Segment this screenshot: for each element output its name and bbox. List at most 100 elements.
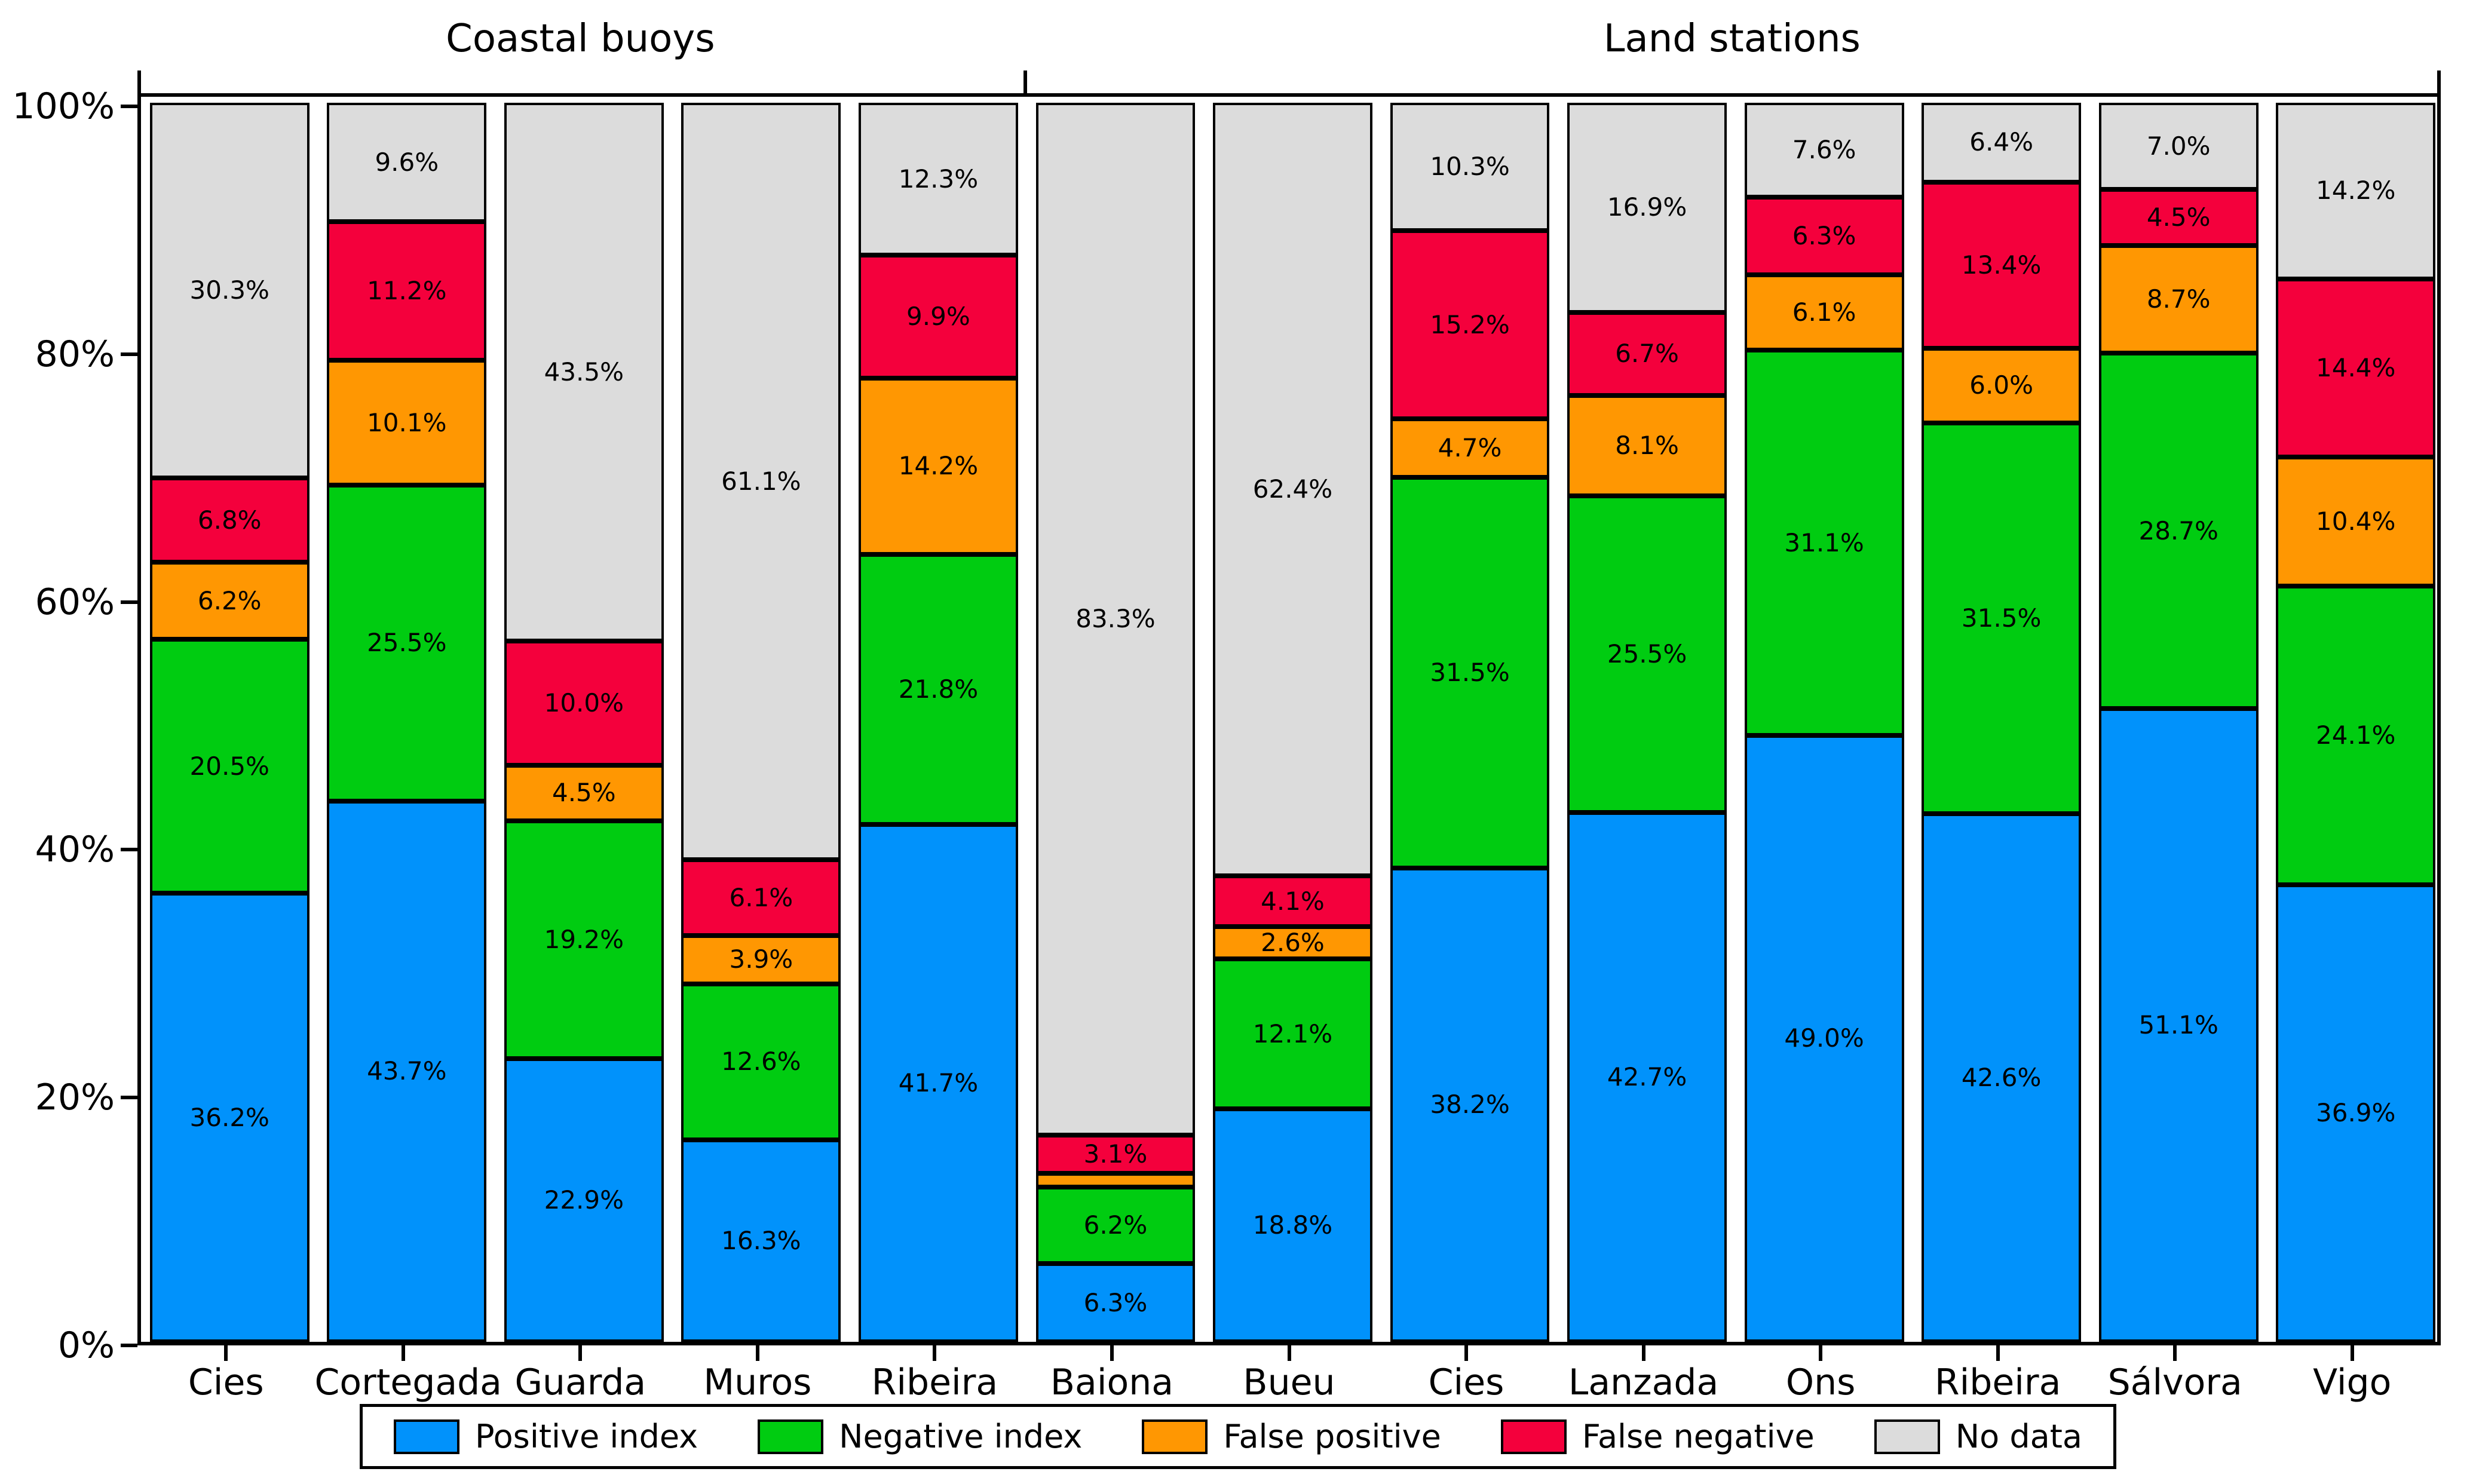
segment-negative-index: 12.6% [681, 983, 841, 1140]
segment-positive-index: 6.3% [1035, 1264, 1196, 1342]
segment-no-data: 9.6% [327, 103, 487, 222]
segment-value-label: 38.2% [1430, 1090, 1510, 1120]
segment-value-label: 14.2% [898, 451, 979, 481]
segment-false-positive: 8.1% [1567, 395, 1727, 496]
y-tick-mark [121, 848, 137, 852]
segment-false-negative: 13.4% [1922, 182, 2082, 349]
segment-value-label: 12.1% [1252, 1019, 1333, 1048]
segment-value-label: 8.7% [2146, 284, 2211, 314]
segment-no-data: 30.3% [149, 103, 310, 479]
legend-swatch-positive-index [394, 1419, 460, 1454]
segment-value-label: 43.5% [544, 357, 624, 387]
group-label-coastal-buoys: Coastal buoys [446, 17, 715, 61]
segment-positive-index: 51.1% [2098, 709, 2259, 1342]
segment-negative-index: 24.1% [2276, 585, 2436, 885]
segment-value-label: 16.9% [1607, 192, 1687, 222]
segment-positive-index: 18.8% [1213, 1109, 1372, 1342]
segment-positive-index: 16.3% [681, 1139, 841, 1342]
segment-positive-index: 49.0% [1744, 735, 1904, 1342]
bars-region: 36.2% 20.5% 6.2% 6.8% 30.3% 43.7% 25.5% 10.1% 11… [141, 103, 2437, 1342]
segment-value-label: 4.5% [551, 778, 616, 808]
segment-false-negative: 4.5% [2098, 189, 2259, 246]
segment-value-label: 6.7% [1615, 339, 1679, 369]
segment-false-positive: 4.5% [504, 765, 664, 821]
bar-lanzada: 42.7% 25.5% 8.1% 6.7% 16.9% [1567, 103, 1727, 1342]
bar-ons: 49.0% 31.1% 6.1% 6.3% 7.6% [1744, 103, 1904, 1342]
segment-false-positive: 6.2% [149, 562, 310, 640]
x-tick-label-s-lvora: Sálvora [2107, 1362, 2242, 1403]
plot-area: 36.2% 20.5% 6.2% 6.8% 30.3% 43.7% 25.5% 10.1% 11… [137, 93, 2441, 1345]
bar-cortegada: 43.7% 25.5% 10.1% 11.2% 9.6% [327, 103, 487, 1342]
x-tick-mark [1641, 1345, 1645, 1361]
segment-positive-index: 22.9% [504, 1058, 664, 1342]
segment-value-label: 2.6% [1261, 928, 1325, 958]
y-tick-label: 80% [35, 333, 115, 375]
segment-value-label: 61.1% [721, 466, 801, 496]
segment-value-label: 18.8% [1252, 1210, 1333, 1240]
segment-false-positive: 6.0% [1922, 348, 2082, 423]
legend-label: No data [1955, 1418, 2082, 1455]
segment-negative-index: 25.5% [327, 485, 487, 801]
segment-no-data: 16.9% [1567, 103, 1727, 312]
x-tick-label-vigo: Vigo [2313, 1362, 2392, 1403]
segment-value-label: 9.6% [375, 147, 439, 177]
segment-false-negative: 6.7% [1567, 312, 1727, 395]
x-axis: Cies Cortegada Guarda Muros Ribeira Baiona Bue… [137, 1345, 2441, 1447]
segment-value-label: 41.7% [898, 1068, 979, 1098]
x-tick-mark [2173, 1345, 2177, 1361]
segment-no-data: 83.3% [1035, 103, 1196, 1135]
segment-value-label: 16.3% [721, 1225, 801, 1255]
y-tick-label: 40% [35, 829, 115, 871]
segment-value-label: 31.1% [1784, 528, 1864, 557]
segment-no-data: 7.6% [1744, 103, 1904, 197]
segment-value-label: 21.8% [898, 674, 979, 704]
segment-value-label: 31.5% [1430, 657, 1510, 687]
y-tick-label: 0% [57, 1324, 115, 1366]
legend: Positive index Negative index False positi… [360, 1404, 2116, 1469]
segment-value-label: 10.3% [1430, 151, 1510, 181]
legend-label: Positive index [475, 1418, 698, 1455]
x-tick-label-ons: Ons [1785, 1362, 1856, 1403]
segment-false-positive: 6.1% [1744, 275, 1904, 351]
segment-no-data: 12.3% [858, 103, 1018, 256]
x-tick-label-guarda: Guarda [514, 1362, 646, 1403]
bar-bueu: 18.8% 12.1% 2.6% 4.1% 62.4% [1213, 103, 1372, 1342]
segment-no-data: 10.3% [1390, 103, 1550, 231]
segment-value-label: 62.4% [1252, 474, 1333, 504]
segment-negative-index: 21.8% [858, 554, 1018, 825]
x-tick-label-cortegada: Cortegada [314, 1362, 502, 1403]
segment-negative-index: 25.5% [1567, 496, 1727, 812]
segment-value-label: 15.2% [1430, 309, 1510, 339]
legend-item-false-positive: False positive [1142, 1418, 1441, 1455]
segment-value-label: 42.7% [1607, 1062, 1687, 1091]
segment-value-label: 3.1% [1083, 1139, 1148, 1169]
segment-negative-index: 20.5% [149, 639, 310, 894]
x-tick-mark [1464, 1345, 1469, 1361]
segment-false-negative: 10.0% [504, 641, 664, 765]
legend-item-no-data: No data [1874, 1418, 2082, 1455]
legend-label: False positive [1223, 1418, 1441, 1455]
x-tick-mark [1819, 1345, 1823, 1361]
x-tick-label-cies: Cies [188, 1362, 264, 1403]
segment-value-label: 6.0% [1969, 370, 2033, 400]
segment-value-label: 20.5% [189, 751, 269, 781]
x-tick-label-baiona: Baiona [1050, 1362, 1173, 1403]
segment-positive-index: 42.7% [1567, 812, 1727, 1342]
segment-value-label: 6.8% [197, 505, 262, 535]
x-tick-mark [1110, 1345, 1114, 1361]
segment-value-label: 10.0% [544, 688, 624, 718]
segment-positive-index: 36.9% [2276, 884, 2436, 1342]
segment-negative-index: 28.7% [2098, 352, 2259, 709]
segment-value-label: 12.6% [721, 1047, 801, 1077]
segment-value-label: 10.4% [2316, 507, 2396, 536]
y-tick-mark [121, 352, 137, 356]
x-tick-mark [578, 1345, 583, 1361]
segment-false-negative: 9.9% [858, 255, 1018, 378]
segment-value-label: 31.5% [1961, 603, 2042, 633]
bar-ribeira: 42.6% 31.5% 6.0% 13.4% 6.4% [1922, 103, 2082, 1342]
segment-value-label: 83.3% [1075, 603, 1156, 633]
segment-value-label: 42.6% [1961, 1062, 2042, 1092]
segment-value-label: 6.3% [1083, 1287, 1148, 1317]
legend-label: False negative [1582, 1418, 1815, 1455]
